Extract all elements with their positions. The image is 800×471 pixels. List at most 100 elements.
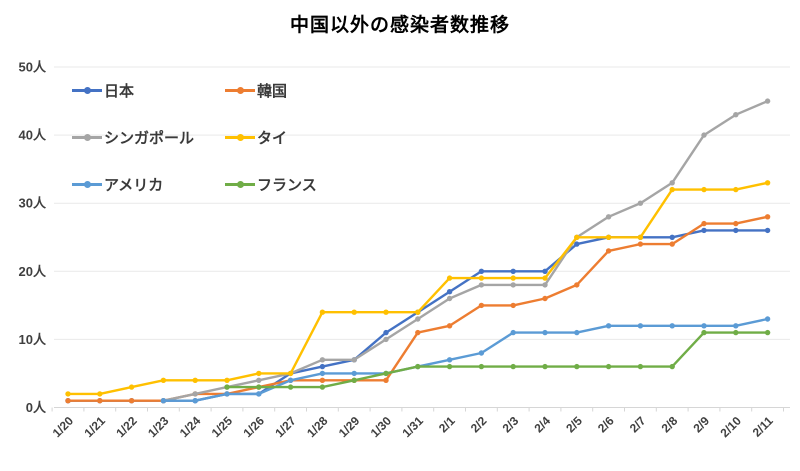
legend-label: 韓国: [257, 83, 288, 100]
legend-line-marker-icon: [72, 80, 102, 101]
series-marker: [542, 282, 548, 288]
series-marker: [542, 363, 548, 370]
legend-item-singapore: シンガポール: [72, 127, 225, 148]
series-marker: [287, 377, 294, 383]
series-marker: [256, 377, 262, 383]
series-marker: [510, 329, 516, 336]
series-marker: [319, 384, 326, 390]
legend-item-korea: 韓国: [225, 80, 317, 101]
series-marker: [733, 323, 739, 329]
series-marker: [319, 363, 326, 370]
legend-label: タイ: [257, 130, 288, 147]
series-marker: [542, 295, 548, 302]
legend-label: フランス: [257, 177, 317, 194]
series-marker: [415, 329, 421, 336]
series-marker: [669, 363, 675, 370]
series-line: [225, 331, 769, 389]
series-marker: [415, 309, 421, 315]
series-marker: [764, 227, 771, 234]
legend: 日本 韓国 シンガポール タイ アメリカ フランス: [72, 80, 317, 195]
series-marker: [478, 302, 485, 309]
series-marker: [478, 363, 485, 370]
y-axis-label: 40人: [19, 128, 47, 143]
x-axis-label: 2/6: [595, 413, 617, 435]
series-marker: [192, 377, 198, 383]
series-line: [66, 229, 769, 402]
series-marker: [160, 377, 167, 383]
series-marker: [319, 370, 326, 377]
x-axis-label: 1/24: [177, 413, 204, 440]
x-axis-label: 1/20: [50, 413, 77, 440]
series-marker: [637, 323, 644, 329]
series-marker: [383, 377, 389, 383]
series-marker: [637, 200, 644, 206]
series-marker: [574, 234, 580, 240]
x-axis-label: 2/11: [750, 413, 776, 439]
series-marker: [224, 377, 230, 383]
x-axis-label: 1/21: [82, 413, 109, 440]
series-line: [66, 215, 769, 402]
series-marker: [97, 391, 103, 397]
x-axis-label: 1/30: [368, 413, 395, 440]
series-marker: [383, 309, 389, 315]
series-marker: [542, 268, 548, 274]
x-axis-label: 1/22: [113, 413, 140, 440]
series-marker: [351, 357, 357, 363]
series-marker: [764, 98, 771, 104]
x-axis-label: 2/10: [718, 413, 745, 440]
series-marker: [542, 329, 548, 336]
series-marker: [733, 220, 739, 227]
series-marker: [637, 241, 644, 247]
series-marker: [574, 241, 580, 247]
series-marker: [605, 363, 612, 370]
series-marker: [510, 363, 516, 370]
series-marker: [128, 384, 135, 390]
x-axis-label: 2/9: [690, 413, 712, 435]
series-marker: [415, 316, 421, 322]
series-marker: [478, 282, 485, 288]
x-axis-label: 1/31: [400, 413, 427, 440]
series-marker: [669, 323, 675, 329]
legend-item-usa: アメリカ: [72, 174, 225, 195]
series-marker: [574, 282, 580, 288]
legend-line-marker-icon: [225, 174, 255, 195]
series-marker: [542, 275, 548, 281]
series-marker: [446, 275, 453, 281]
series-marker: [478, 268, 485, 274]
series-marker: [446, 357, 453, 363]
series-marker: [351, 370, 357, 377]
series-line: [162, 317, 769, 402]
series-marker: [510, 302, 516, 309]
series-marker: [510, 275, 516, 281]
legend-line-marker-icon: [72, 127, 102, 148]
series-marker: [256, 391, 262, 397]
x-axis-label: 2/1: [436, 413, 458, 435]
x-axis-label: 2/3: [500, 413, 522, 435]
series-marker: [733, 227, 739, 234]
series-marker: [160, 398, 167, 404]
series-marker: [701, 323, 707, 329]
series-marker: [764, 329, 771, 336]
series-marker: [65, 391, 71, 397]
series-marker: [605, 214, 612, 220]
series-marker: [478, 275, 485, 281]
series-marker: [351, 377, 357, 383]
series-marker: [733, 112, 739, 118]
x-axis-label: 1/27: [272, 413, 299, 440]
legend-line-marker-icon: [225, 127, 255, 148]
series-marker: [415, 363, 421, 370]
series-line: [66, 181, 769, 396]
x-axis-label: 2/8: [659, 413, 681, 435]
series-marker: [669, 234, 675, 240]
series-marker: [605, 248, 612, 254]
legend-item-thailand: タイ: [225, 127, 317, 148]
x-axis-label: 1/29: [336, 413, 363, 440]
series-marker: [319, 357, 326, 363]
series-marker: [669, 241, 675, 247]
series-marker: [764, 316, 771, 322]
y-axis-label: 0人: [26, 400, 47, 415]
x-axis-label: 1/25: [209, 413, 236, 440]
y-axis-label: 50人: [19, 60, 47, 75]
